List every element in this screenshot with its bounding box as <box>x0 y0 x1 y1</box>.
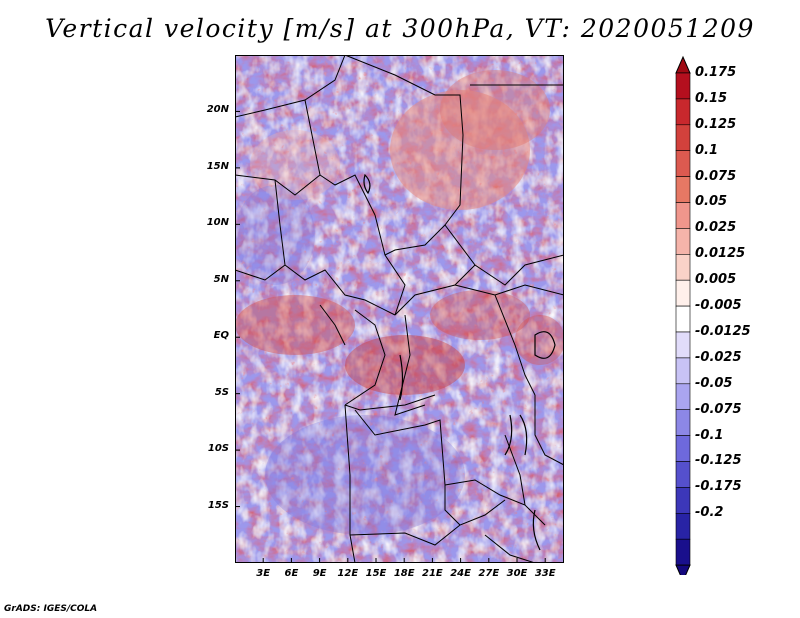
colorbar-segment <box>675 305 691 333</box>
colorbar-label: 0.0125 <box>695 246 746 262</box>
lon-label-18e: 18E <box>393 568 415 579</box>
colorbar-top-triangle <box>675 55 691 74</box>
colorbar-segment <box>675 150 691 177</box>
lat-label-15s: 15S <box>207 499 229 511</box>
colorbar-segment <box>675 176 691 203</box>
lon-label-30e: 30E <box>506 568 528 579</box>
colorbar-label: -0.175 <box>695 479 742 495</box>
country-borders <box>235 55 564 563</box>
colorbar-label: -0.125 <box>695 453 742 469</box>
colorbar-label: 0.175 <box>695 64 737 80</box>
colorbar-segment <box>675 72 691 100</box>
colorbar-label: -0.1 <box>695 427 724 443</box>
colorbar-label: -0.2 <box>695 505 724 521</box>
colorbar-segment <box>675 202 691 229</box>
colorbar-label: 0.1 <box>695 142 719 158</box>
colorbar-label: -0.075 <box>695 401 742 417</box>
lat-label-10s: 10S <box>207 443 229 455</box>
map-frame <box>235 55 564 563</box>
colorbar-segment <box>675 331 691 359</box>
lon-label-27e: 27E <box>478 568 500 579</box>
colorbar-label: -0.05 <box>695 375 733 391</box>
colorbar-label: 0.025 <box>695 220 737 236</box>
colorbar-label: 0.075 <box>695 168 737 184</box>
colorbar-segment <box>675 279 691 307</box>
velocity-field <box>235 55 564 563</box>
lon-label-33e: 33E <box>534 568 556 579</box>
water-bodies <box>363 173 556 551</box>
colorbar-label: -0.005 <box>695 298 742 313</box>
colorbar-segment <box>675 228 691 255</box>
axis-ticks <box>235 110 546 563</box>
colorbar-segment <box>675 409 691 436</box>
lon-label-9e: 9E <box>312 568 327 579</box>
lon-label-24e: 24E <box>450 568 471 579</box>
lat-label-5s: 5S <box>214 386 229 398</box>
colorbar-label: -0.0125 <box>695 323 751 339</box>
colorbar-segment <box>675 124 691 152</box>
map-title: Vertical velocity [m/s] at 300hPa, VT: 2… <box>45 14 755 43</box>
lat-label-20n: 20N <box>206 104 229 116</box>
lat-label-10n: 10N <box>206 217 229 229</box>
lon-label-6e: 6E <box>284 568 299 579</box>
colorbar-label: 0.005 <box>695 272 737 288</box>
colorbar-segment <box>675 435 691 462</box>
colorbar-segment <box>675 461 691 488</box>
colorbar-segment <box>675 98 691 126</box>
colorbar-segment <box>675 512 691 540</box>
colorbar-segment <box>675 357 691 385</box>
lat-label-eq: EQ <box>213 330 229 342</box>
map-panel[interactable] <box>235 55 564 563</box>
colorbar <box>675 55 691 575</box>
lat-label-15n: 15N <box>206 160 229 172</box>
colorbar-label: 0.125 <box>695 116 737 132</box>
lon-label-3e: 3E <box>256 568 271 579</box>
colorbar-label: 0.15 <box>695 90 728 106</box>
lon-label-12e: 12E <box>337 568 359 579</box>
colorbar-label: 0.05 <box>695 194 728 210</box>
lon-label-15e: 15E <box>365 568 387 579</box>
colorbar-segment <box>675 383 691 410</box>
footer-credit: GrADS: IGES/COLA <box>4 604 98 614</box>
lon-label-21e: 21E <box>422 568 443 579</box>
colorbar-label: -0.025 <box>695 349 742 365</box>
colorbar-bottom-triangle <box>675 564 691 575</box>
colorbar-segment <box>675 487 691 514</box>
lat-label-5n: 5N <box>213 273 229 285</box>
colorbar-segment <box>675 538 691 566</box>
colorbar-segment <box>675 254 691 281</box>
velocity-field-map[interactable] <box>235 55 564 563</box>
